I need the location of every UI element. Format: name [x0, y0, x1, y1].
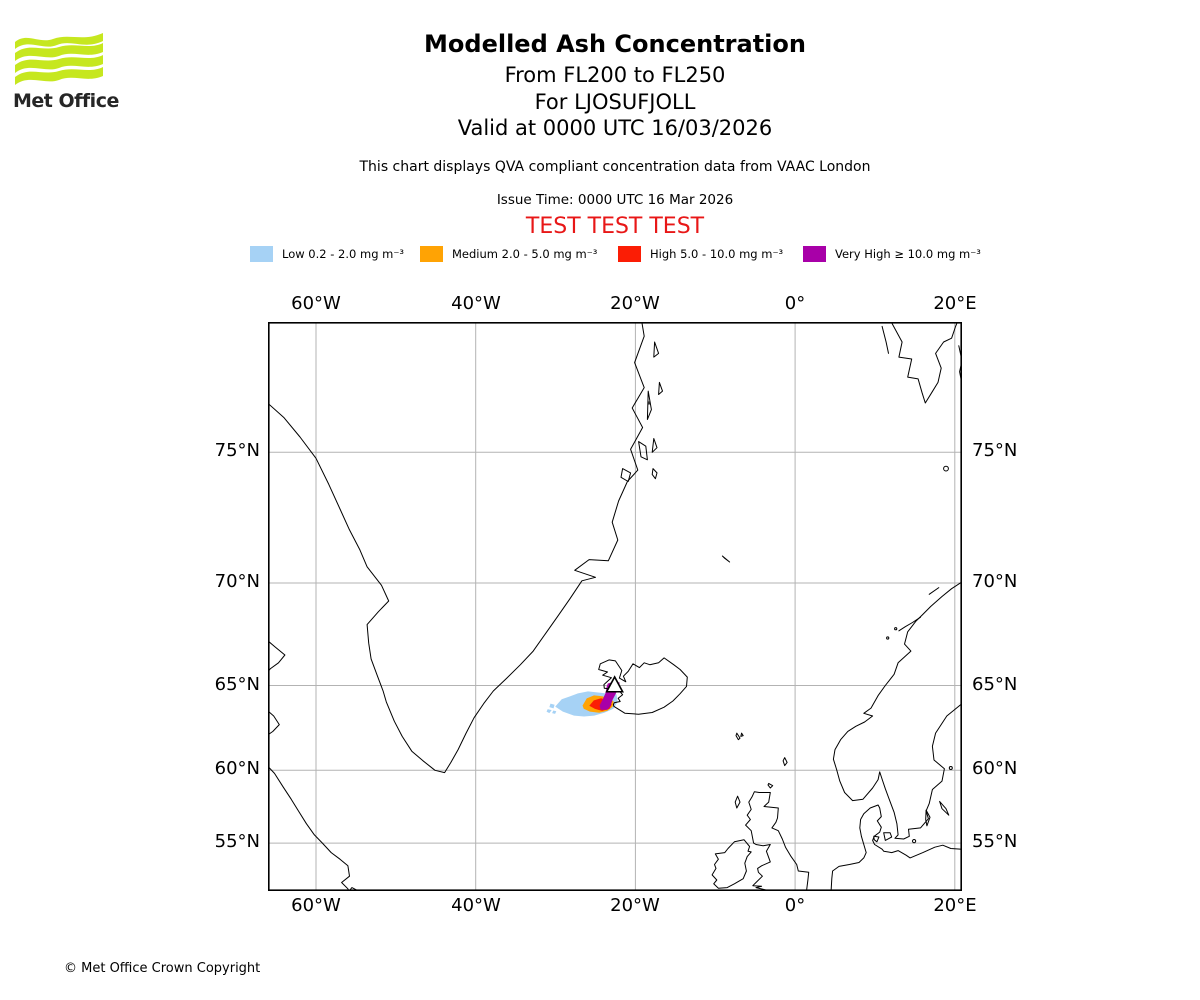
ash-layer-low	[546, 709, 552, 714]
coastline	[888, 317, 960, 404]
coastline	[265, 763, 351, 896]
islet	[894, 627, 898, 631]
coastline	[782, 757, 788, 767]
subtitle-volcano: For LJOSUFJOLL	[534, 90, 696, 114]
axis-label-lat-right: 75°N	[972, 440, 1018, 461]
axis-label-lon-bottom: 60°W	[291, 895, 341, 916]
coastline	[651, 468, 658, 480]
coastline	[928, 587, 940, 595]
coastline	[265, 708, 280, 737]
axis-label-lat-right: 70°N	[972, 571, 1018, 592]
map-frame	[268, 322, 963, 892]
legend-label: High 5.0 - 10.0 mg m⁻³	[650, 247, 784, 261]
coastline	[265, 638, 286, 675]
axis-label-lon-top: 60°W	[291, 293, 341, 314]
coastline	[873, 835, 880, 843]
coastline	[767, 782, 774, 789]
axis-label-lat-left: 55°N	[214, 831, 260, 852]
legend-item: Medium 2.0 - 5.0 mg m⁻³	[420, 244, 597, 264]
coastline	[638, 441, 648, 461]
issue-time: Issue Time: 0000 UTC 16 Mar 2026	[496, 192, 734, 208]
axis-label-lat-left: 70°N	[214, 571, 260, 592]
coastline	[265, 311, 645, 774]
test-banner: TEST TEST TEST	[525, 214, 705, 239]
met-office-logo-text: Met Office	[13, 90, 119, 112]
axis-label-lon-top: 20°W	[610, 293, 660, 314]
axis-label-lon-top: 20°E	[933, 293, 977, 314]
axis-label-lat-right: 60°N	[972, 758, 1018, 779]
axis-label-lat-left: 65°N	[214, 674, 260, 695]
coastline	[881, 325, 889, 354]
coastline	[832, 581, 963, 840]
axis-label-lat-left: 60°N	[214, 758, 260, 779]
coastline	[651, 438, 658, 453]
coastline	[939, 800, 950, 816]
legend: Low 0.2 - 2.0 mg m⁻³ Medium 2.0 - 5.0 mg …	[0, 244, 1200, 268]
coastline	[711, 839, 752, 889]
islet	[647, 401, 651, 405]
islet	[943, 465, 949, 472]
axis-label-lat-left: 75°N	[214, 440, 260, 461]
legend-item: Very High ≥ 10.0 mg m⁻³	[803, 244, 981, 264]
legend-label: Medium 2.0 - 5.0 mg m⁻³	[452, 247, 598, 261]
axis-label-lon-top: 0°	[784, 293, 806, 314]
legend-label: Low 0.2 - 2.0 mg m⁻³	[282, 247, 405, 261]
axis-label-lat-right: 55°N	[972, 831, 1018, 852]
volcano-marker	[605, 675, 624, 693]
coastline	[745, 791, 810, 894]
legend-item: High 5.0 - 10.0 mg m⁻³	[618, 244, 783, 264]
copyright-notice: © Met Office Crown Copyright	[64, 961, 261, 976]
axis-label-lon-bottom: 20°W	[610, 895, 660, 916]
islet	[886, 636, 890, 640]
coastline	[830, 804, 963, 894]
page-title: Modelled Ash Concentration	[424, 30, 806, 58]
islet	[948, 766, 953, 770]
ash-layer-low	[549, 703, 555, 709]
axis-label-lon-bottom: 0°	[784, 895, 806, 916]
legend-label: Very High ≥ 10.0 mg m⁻³	[835, 247, 981, 261]
qva-description: This chart displays QVA compliant concen…	[359, 159, 871, 175]
coastline	[646, 390, 652, 420]
coastline	[925, 809, 931, 827]
map-canvas	[265, 311, 963, 897]
coastline	[653, 341, 660, 358]
legend-swatch-icon	[250, 246, 273, 262]
coastline	[734, 795, 741, 809]
legend-swatch-icon	[803, 246, 826, 262]
coastline	[883, 832, 893, 841]
legend-item: Low 0.2 - 2.0 mg m⁻³	[250, 244, 404, 264]
axis-label-lat-right: 65°N	[972, 674, 1018, 695]
axis-label-lon-top: 40°W	[451, 293, 501, 314]
axis-label-lon-bottom: 40°W	[451, 895, 501, 916]
legend-swatch-icon	[618, 246, 641, 262]
met-office-logo-icon	[15, 33, 103, 85]
coastline	[721, 555, 731, 563]
subtitle-flight-levels: From FL200 to FL250	[504, 63, 726, 87]
coastline	[898, 616, 921, 632]
ash-map-svg	[265, 311, 963, 897]
axis-label-lon-bottom: 20°E	[933, 895, 977, 916]
coastline	[740, 732, 744, 737]
coastline	[620, 468, 632, 482]
coastline	[735, 732, 741, 741]
ash-layer-low	[552, 710, 557, 714]
subtitle-valid-time: Valid at 0000 UTC 16/03/2026	[457, 116, 773, 140]
coastline	[658, 381, 663, 395]
legend-swatch-icon	[420, 246, 443, 262]
islet	[912, 839, 917, 844]
